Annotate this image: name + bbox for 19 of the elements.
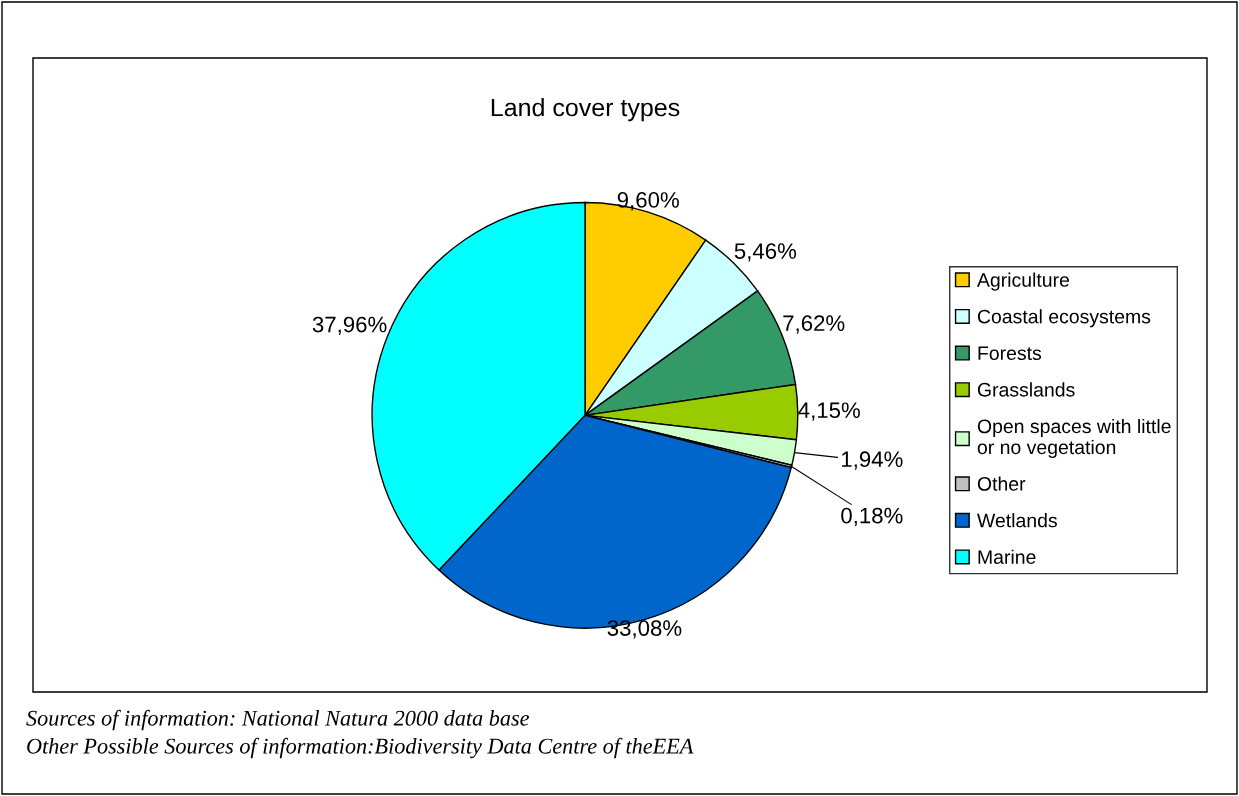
source-note: Sources of information: National Natura 2000 data base xyxy=(26,709,529,731)
text: Other Possible Sources of information:Biodiversity Data Centre of theEEA xyxy=(27,737,694,759)
data-label: 5,46% xyxy=(734,243,797,262)
legend-label: Forests xyxy=(978,346,1042,361)
legend-label: Wetlands xyxy=(977,513,1057,528)
legend-label: Open spaces with little or no vegetation xyxy=(977,418,1171,459)
data-label: 1,94% xyxy=(842,451,903,470)
data-label: 37,96% xyxy=(312,316,387,335)
legend-label: Marine xyxy=(978,549,1036,564)
legend-label: Agriculture xyxy=(976,272,1070,291)
data-label: 0,18% xyxy=(841,507,903,527)
data-label: 33,08% xyxy=(607,620,682,639)
legend-label: Grasslands xyxy=(977,382,1075,397)
data-label: 7,62% xyxy=(783,315,845,334)
chart-title: Land cover types xyxy=(491,97,680,122)
data-label: 4,15% xyxy=(798,402,860,421)
legend-label: Other xyxy=(977,476,1026,491)
legend-label: Coastal ecosystems xyxy=(977,309,1151,328)
data-label: 9,60% xyxy=(617,192,679,211)
